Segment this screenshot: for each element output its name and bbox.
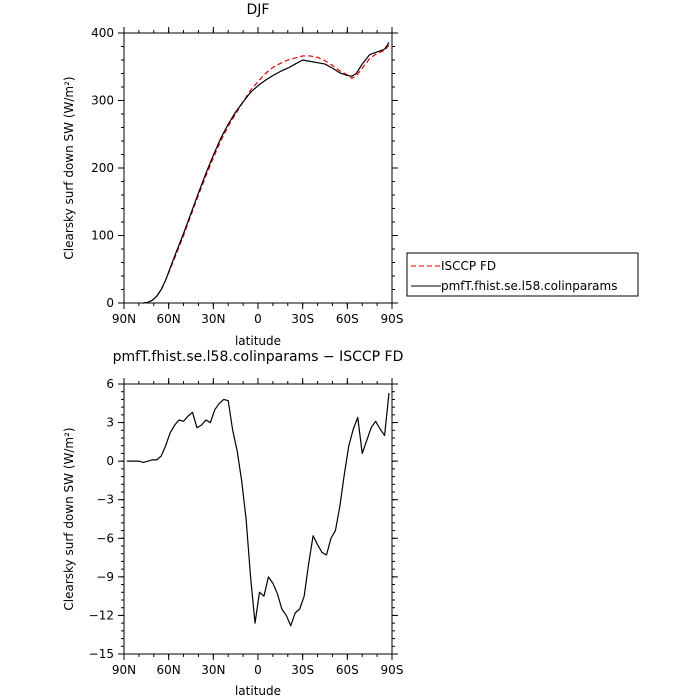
x-tick-label: 60N — [157, 663, 181, 677]
upper-plot-frame — [123, 32, 393, 304]
x-tick-label: 60N — [157, 312, 181, 326]
upper-axis-ticks — [118, 27, 398, 309]
x-tick-label: 30N — [201, 663, 225, 677]
y-tick-label: 0 — [106, 454, 114, 468]
chart-legend: ISCCP FD pmfT.fhist.se.l58.colinparams — [406, 252, 639, 297]
y-tick-label: 3 — [106, 416, 114, 430]
x-tick-label: 30N — [201, 312, 225, 326]
lower-y-tick-labels: −15 −12 −9 −6 −3 0 3 6 — [89, 377, 114, 661]
legend-box — [406, 252, 639, 297]
x-tick-label: 0 — [254, 663, 262, 677]
y-tick-label: 300 — [91, 94, 114, 108]
x-tick-label: 0 — [254, 312, 262, 326]
lower-axis-ticks — [118, 378, 398, 660]
series-line-difference — [126, 392, 390, 627]
lower-y-axis-label: Clearsky surf down SW (W/m²) — [62, 427, 76, 610]
y-tick-label: −9 — [96, 570, 114, 584]
upper-y-axis-label: Clearsky surf down SW (W/m²) — [62, 76, 76, 259]
y-tick-label: 6 — [106, 377, 114, 391]
lower-x-axis-label: latitude — [235, 684, 281, 698]
upper-series-lines — [143, 42, 390, 304]
x-tick-label: 90S — [381, 663, 404, 677]
y-tick-label: 200 — [91, 161, 114, 175]
legend-label-model: pmfT.fhist.se.l58.colinparams — [441, 279, 617, 293]
x-tick-label: 60S — [336, 312, 359, 326]
y-tick-label: −6 — [96, 531, 114, 545]
series-line-isccp-fd — [143, 44, 390, 304]
lower-chart-panel: pmfT.fhist.se.l58.colinparams − ISCCP FD… — [62, 349, 403, 698]
upper-x-tick-labels: 90N 60N 30N 0 30S 60S 90S — [112, 312, 404, 326]
upper-x-axis-label: latitude — [235, 334, 281, 348]
x-tick-label: 60S — [336, 663, 359, 677]
upper-chart-title: DJF — [247, 2, 270, 18]
y-tick-label: 400 — [91, 26, 114, 40]
legend-label-isccp: ISCCP FD — [441, 259, 496, 273]
lower-plot-frame — [123, 383, 393, 655]
lower-x-tick-labels: 90N 60N 30N 0 30S 60S 90S — [112, 663, 404, 677]
y-tick-label: −12 — [89, 608, 114, 622]
series-line-pmft-fhist-se-l58-colinparams — [143, 42, 390, 304]
x-tick-label: 90S — [381, 312, 404, 326]
x-tick-label: 30S — [291, 312, 314, 326]
lower-chart-title: pmfT.fhist.se.l58.colinparams − ISCCP FD — [113, 349, 404, 365]
y-tick-label: −3 — [96, 493, 114, 507]
y-tick-label: −15 — [89, 647, 114, 661]
lower-series-lines — [126, 392, 390, 627]
x-tick-label: 30S — [291, 663, 314, 677]
upper-chart-panel: DJF 0 100 200 300 400 90N 60N 30N 0 30S 60S 90S la… — [62, 2, 639, 348]
x-tick-label: 90N — [112, 663, 136, 677]
y-tick-label: 0 — [106, 296, 114, 310]
y-tick-label: 100 — [91, 229, 114, 243]
upper-y-tick-labels: 0 100 200 300 400 — [91, 26, 114, 310]
x-tick-label: 90N — [112, 312, 136, 326]
